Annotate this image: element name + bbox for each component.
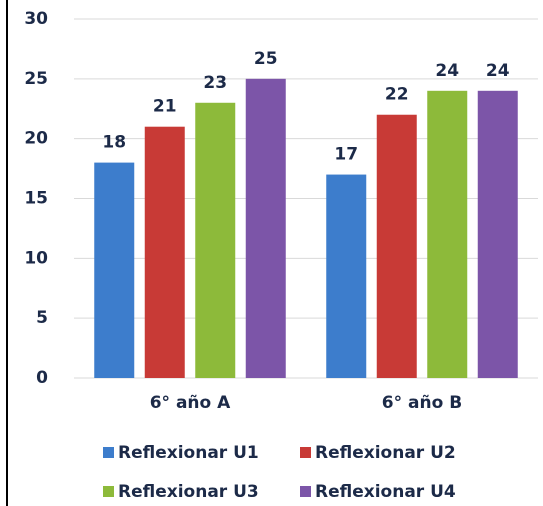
value-label: 25 [254, 49, 278, 69]
y-tick-label: 20 [24, 129, 48, 149]
legend-swatch [300, 447, 311, 458]
bar [326, 174, 367, 378]
y-tick-label: 0 [36, 368, 48, 388]
bar [195, 102, 236, 379]
legend-swatch [103, 447, 114, 458]
value-label: 24 [435, 61, 459, 81]
y-tick-label: 25 [24, 69, 48, 89]
value-label: 24 [486, 61, 510, 81]
x-tick-label: 6° año B [382, 393, 462, 413]
bar [376, 114, 417, 378]
bar [94, 162, 135, 378]
x-tick-label: 6° año A [150, 393, 231, 413]
bar [477, 90, 518, 379]
bar [245, 78, 286, 378]
value-label: 18 [102, 133, 126, 153]
y-tick-label: 5 [36, 308, 48, 328]
bar [144, 126, 185, 378]
legend-label: Reflexionar U4 [315, 482, 456, 502]
value-label: 17 [334, 145, 358, 165]
value-label: 22 [385, 85, 409, 105]
y-tick-label: 10 [24, 248, 48, 268]
legend-label: Reflexionar U3 [118, 482, 259, 502]
y-tick-label: 30 [24, 9, 48, 29]
bar [427, 90, 468, 379]
legend-swatch [300, 486, 311, 497]
value-label: 23 [203, 73, 227, 93]
legend-swatch [103, 486, 114, 497]
legend-label: Reflexionar U2 [315, 443, 456, 463]
value-label: 21 [153, 97, 177, 117]
legend-label: Reflexionar U1 [118, 443, 259, 463]
y-tick-label: 15 [24, 189, 48, 209]
